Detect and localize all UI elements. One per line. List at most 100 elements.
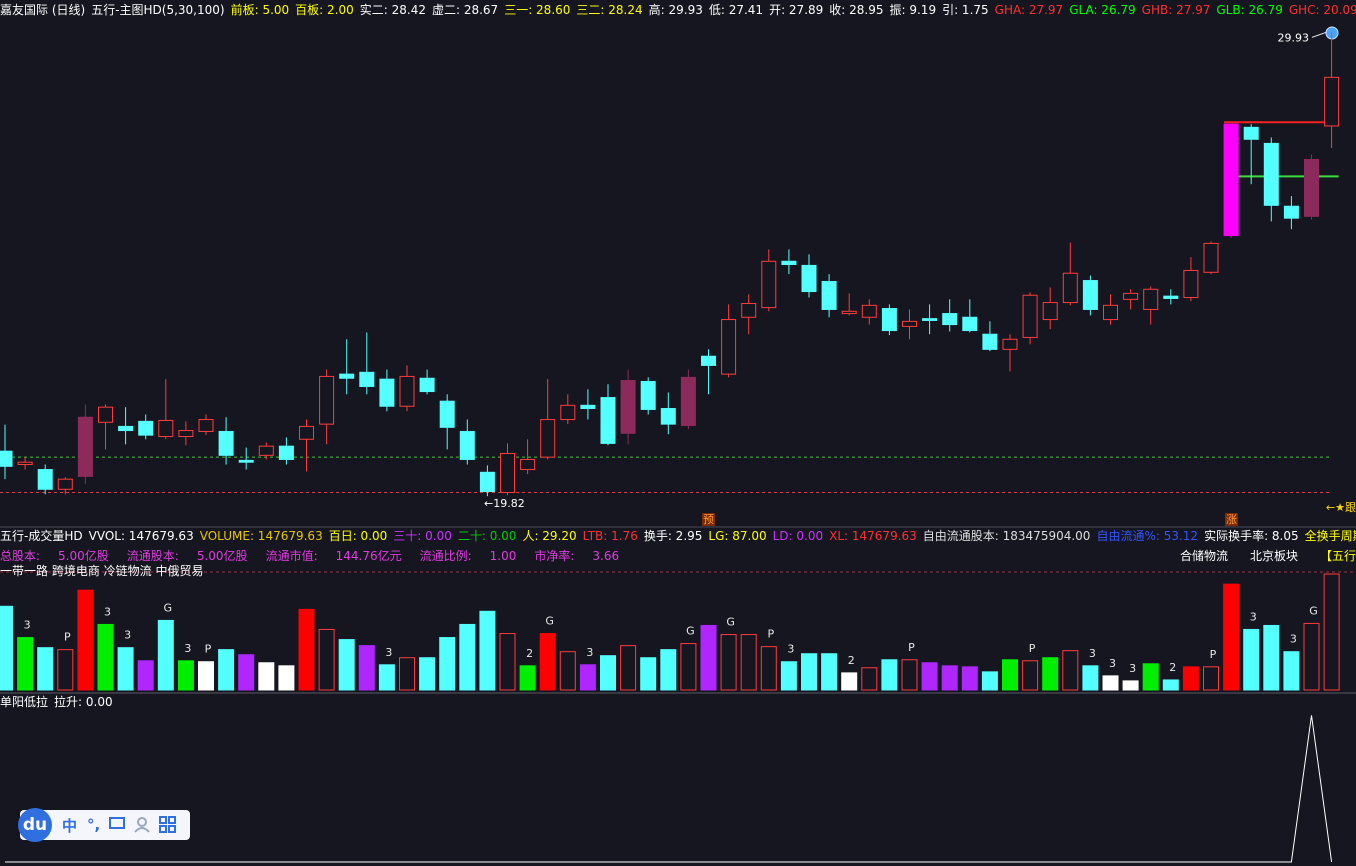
- annotation-leader: [1311, 31, 1327, 38]
- marker: 预: [703, 513, 714, 526]
- candle-body: [459, 430, 475, 460]
- header-item: VOLUME: 147679.63: [199, 529, 323, 543]
- header-item: 三一: 28.60: [504, 3, 571, 17]
- signal-label: G: [164, 601, 173, 614]
- candle-body: [1042, 302, 1058, 321]
- volume-bar: [941, 665, 958, 691]
- candle-body: [600, 397, 616, 444]
- candle-body: [359, 371, 375, 388]
- candle-body: [942, 313, 958, 326]
- candle-body: [339, 373, 355, 379]
- header-item: 收: 28.95: [829, 3, 884, 17]
- signal-label: 3: [385, 646, 392, 659]
- volume-bar: [881, 659, 898, 691]
- indicator-line: [5, 715, 1333, 863]
- candle-body: [198, 419, 214, 432]
- signal-label: 3: [787, 643, 794, 656]
- volume-bar: [117, 647, 134, 691]
- volume-bar: [620, 645, 637, 691]
- candle-body: [439, 400, 455, 428]
- volume-bar: [660, 649, 677, 691]
- header-item: 二十: 0.00: [457, 529, 517, 543]
- volume-bar: [1283, 651, 1300, 691]
- candle-body: [881, 308, 897, 332]
- candle-body: [821, 280, 837, 310]
- ime-mode[interactable]: 中: [62, 816, 78, 835]
- volume-bar: [1243, 628, 1260, 691]
- candle-body: [1283, 205, 1299, 219]
- candle-body: [319, 375, 335, 425]
- candle-body: [1203, 242, 1219, 273]
- volume-bar: [539, 633, 556, 691]
- candle-body: [0, 450, 13, 467]
- candle-body: [560, 404, 576, 421]
- signal-label: P: [908, 641, 915, 654]
- header-item: GLA: 26.79: [1069, 3, 1136, 17]
- candle-body: [640, 380, 656, 410]
- signal-label: 3: [586, 646, 593, 659]
- tag: 北京板块: [1249, 549, 1298, 563]
- candle-body: [399, 375, 415, 407]
- candle-body: [17, 461, 33, 465]
- info-line: 总股本: 5.00亿股 流通股本: 5.00亿股 流通市值: 144.76亿元 流通比例: 1…: [0, 548, 637, 564]
- volume-bar: [1102, 675, 1119, 691]
- volume-bar: [419, 657, 436, 691]
- info-item: 1.00: [489, 549, 517, 563]
- marker-box: [702, 513, 715, 526]
- candle-body: [500, 452, 515, 493]
- volume-bar: [600, 655, 616, 691]
- header-item: GHB: 27.97: [1141, 3, 1211, 17]
- header-item: 人: 29.20: [522, 529, 577, 543]
- signal-label: P: [205, 643, 212, 656]
- candle-body: [1304, 158, 1319, 217]
- signal-label: 2: [526, 647, 533, 660]
- candle-body: [278, 445, 294, 460]
- volume-bar: [238, 654, 255, 691]
- candle-body: [1002, 338, 1018, 350]
- candle-body: [1183, 269, 1199, 299]
- candle-body: [801, 264, 817, 293]
- volume-bar: [1263, 624, 1280, 691]
- header-item: 开: 27.89: [769, 3, 824, 17]
- header-item: 高: 29.93: [648, 3, 703, 17]
- header-item: 嘉友国际 (日线): [0, 3, 86, 17]
- signal-label: 3: [184, 642, 191, 655]
- volume-bar: [1162, 679, 1179, 691]
- candle-body: [781, 260, 797, 265]
- candle-body: [238, 459, 254, 463]
- header-item: 百板: 2.00: [295, 3, 354, 17]
- ime-punct[interactable]: °,: [87, 816, 101, 834]
- volume-bar: [1203, 666, 1219, 691]
- signal-label: G: [1309, 604, 1318, 617]
- marker: 涨: [1226, 513, 1237, 526]
- volume-bar: [198, 661, 214, 691]
- volume-bar: [720, 634, 737, 691]
- candle-body: [1143, 288, 1159, 310]
- ime-icons[interactable]: [108, 815, 188, 835]
- volume-bar: [137, 660, 154, 691]
- candle-body: [620, 380, 636, 434]
- header-item: 全换手周期: 39.00: [1304, 529, 1356, 543]
- candle-body: [258, 445, 274, 456]
- indicator-header: 单阳低拉 拉升: 0.00: [0, 694, 119, 710]
- candle-body: [178, 430, 194, 438]
- annotation: ←19.82: [484, 497, 525, 510]
- volume-bar: [0, 605, 13, 691]
- ime-logo[interactable]: du: [18, 808, 52, 842]
- header-item: 换手: 2.95: [643, 529, 703, 543]
- volume-bar: [921, 662, 938, 691]
- signal-label: P: [1029, 642, 1036, 655]
- volume-bar: [278, 665, 295, 691]
- annotation: 29.93: [1278, 31, 1310, 44]
- header-item: 振: 9.19: [889, 3, 937, 17]
- info-item: 5.00亿股: [58, 549, 109, 563]
- volume-bar: [821, 653, 838, 691]
- info-item: 市净率:: [534, 549, 575, 563]
- volume-bar: [1223, 583, 1240, 691]
- info-item: 5.00亿股: [196, 549, 248, 563]
- ime-toolbar[interactable]: du 中 °,: [18, 808, 190, 842]
- signal-label: 3: [1129, 662, 1136, 675]
- header-item: 三二: 28.24: [576, 3, 643, 17]
- candle-body: [57, 478, 73, 490]
- marker-box: [1225, 513, 1238, 526]
